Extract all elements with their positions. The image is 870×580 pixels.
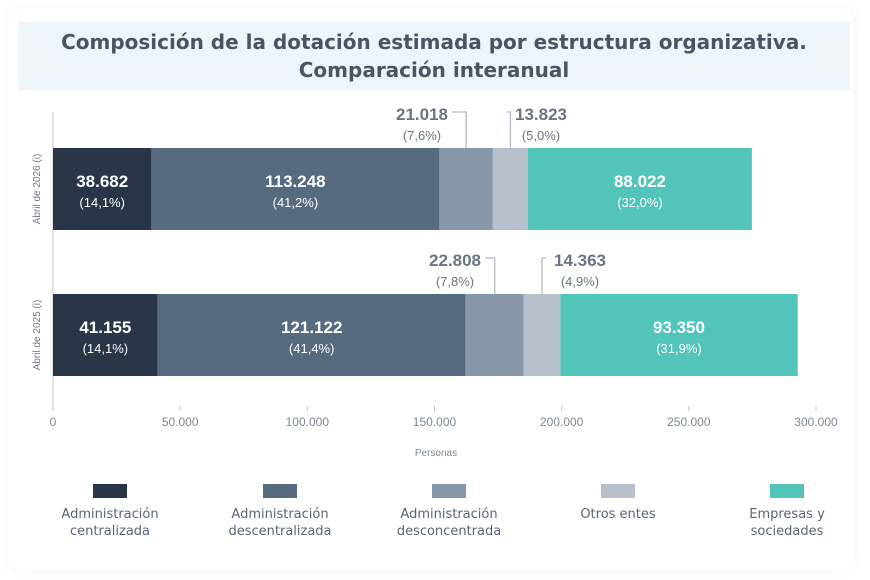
- legend-item: Otros entes: [538, 484, 698, 523]
- data-label-percent: (14,1%): [79, 195, 125, 210]
- legend-label: Empresas y sociedades: [749, 507, 825, 539]
- x-tick-label: 250.000: [667, 415, 711, 429]
- callout-leader-line: [452, 111, 467, 148]
- data-label-percent: (41,4%): [289, 341, 335, 356]
- callout-value: 14.363: [554, 251, 606, 270]
- category-label: Abril de 2025 (i): [32, 300, 43, 371]
- legend-label: Otros entes: [580, 507, 656, 522]
- x-tick-label: 200.000: [540, 415, 584, 429]
- x-tick-label: 100.000: [286, 415, 330, 429]
- chart-legend: Administración centralizada Administració…: [0, 484, 870, 544]
- bar-segment: [465, 294, 524, 376]
- callout-percent: (7,8%): [436, 274, 474, 289]
- legend-swatch: [432, 484, 466, 498]
- chart-title-line-2: Comparación interanual: [298, 58, 570, 82]
- chart-card: [8, 8, 854, 570]
- callout-value: 21.018: [396, 105, 448, 124]
- data-label-percent: (14,1%): [83, 341, 129, 356]
- data-label-percent: (41,2%): [273, 195, 319, 210]
- data-label-percent: (31,9%): [656, 341, 702, 356]
- legend-item: Administración desconcentrada: [369, 484, 529, 540]
- x-tick-label: 0: [50, 415, 57, 429]
- category-label: Abril de 2026 (i): [32, 154, 43, 225]
- chart-title-line-1: Composición de la dotación estimada por …: [61, 30, 807, 54]
- legend-label: Administración descentralizada: [228, 507, 332, 539]
- legend-item: Administración descentralizada: [200, 484, 360, 540]
- callout-percent: (5,0%): [522, 128, 560, 143]
- legend-swatch: [601, 484, 635, 498]
- bar-segment: [492, 148, 529, 230]
- bar-segment: [157, 294, 466, 376]
- data-label-value: 93.350: [653, 318, 705, 337]
- x-tick-label: 150.000: [413, 415, 457, 429]
- data-label-value: 121.122: [281, 318, 342, 337]
- stacked-bar-chart: 0 50.000 100.000 150.000 200.000 250.000 300.0…: [32, 105, 838, 459]
- bar-segment: [523, 294, 561, 376]
- callout-leader-line: [485, 257, 496, 294]
- x-tick-label: 300.000: [794, 415, 838, 429]
- chart-title: Composición de la dotación estimada por …: [18, 22, 850, 90]
- data-label-percent: (32,0%): [617, 195, 663, 210]
- legend-label: Administración centralizada: [61, 507, 159, 539]
- legend-label: Administración desconcentrada: [396, 507, 502, 539]
- callout-percent: (7,6%): [403, 128, 441, 143]
- x-axis-label: Personas: [415, 448, 457, 459]
- data-label-value: 88.022: [614, 172, 666, 191]
- legend-swatch: [93, 484, 127, 498]
- bar-segment: [560, 294, 798, 376]
- legend-item: Empresas y sociedades: [707, 484, 867, 540]
- legend-swatch: [263, 484, 297, 498]
- data-label-value: 38.682: [76, 172, 128, 191]
- bar-segment: [53, 148, 152, 230]
- callout-percent: (4,9%): [561, 274, 599, 289]
- bar-segment: [528, 148, 752, 230]
- x-tick-label: 50.000: [162, 415, 199, 429]
- data-label-value: 113.248: [265, 172, 326, 191]
- bar-segment: [151, 148, 440, 230]
- callout-value: 22.808: [429, 251, 481, 270]
- legend-item: Administración centralizada: [30, 484, 190, 540]
- legend-swatch: [770, 484, 804, 498]
- bar-segment: [53, 294, 158, 376]
- bar-segment: [439, 148, 493, 230]
- callout-value: 13.823: [515, 105, 567, 124]
- callout-leader-line: [507, 111, 512, 148]
- callout-leader-line: [541, 257, 546, 294]
- data-label-value: 41.155: [79, 318, 131, 337]
